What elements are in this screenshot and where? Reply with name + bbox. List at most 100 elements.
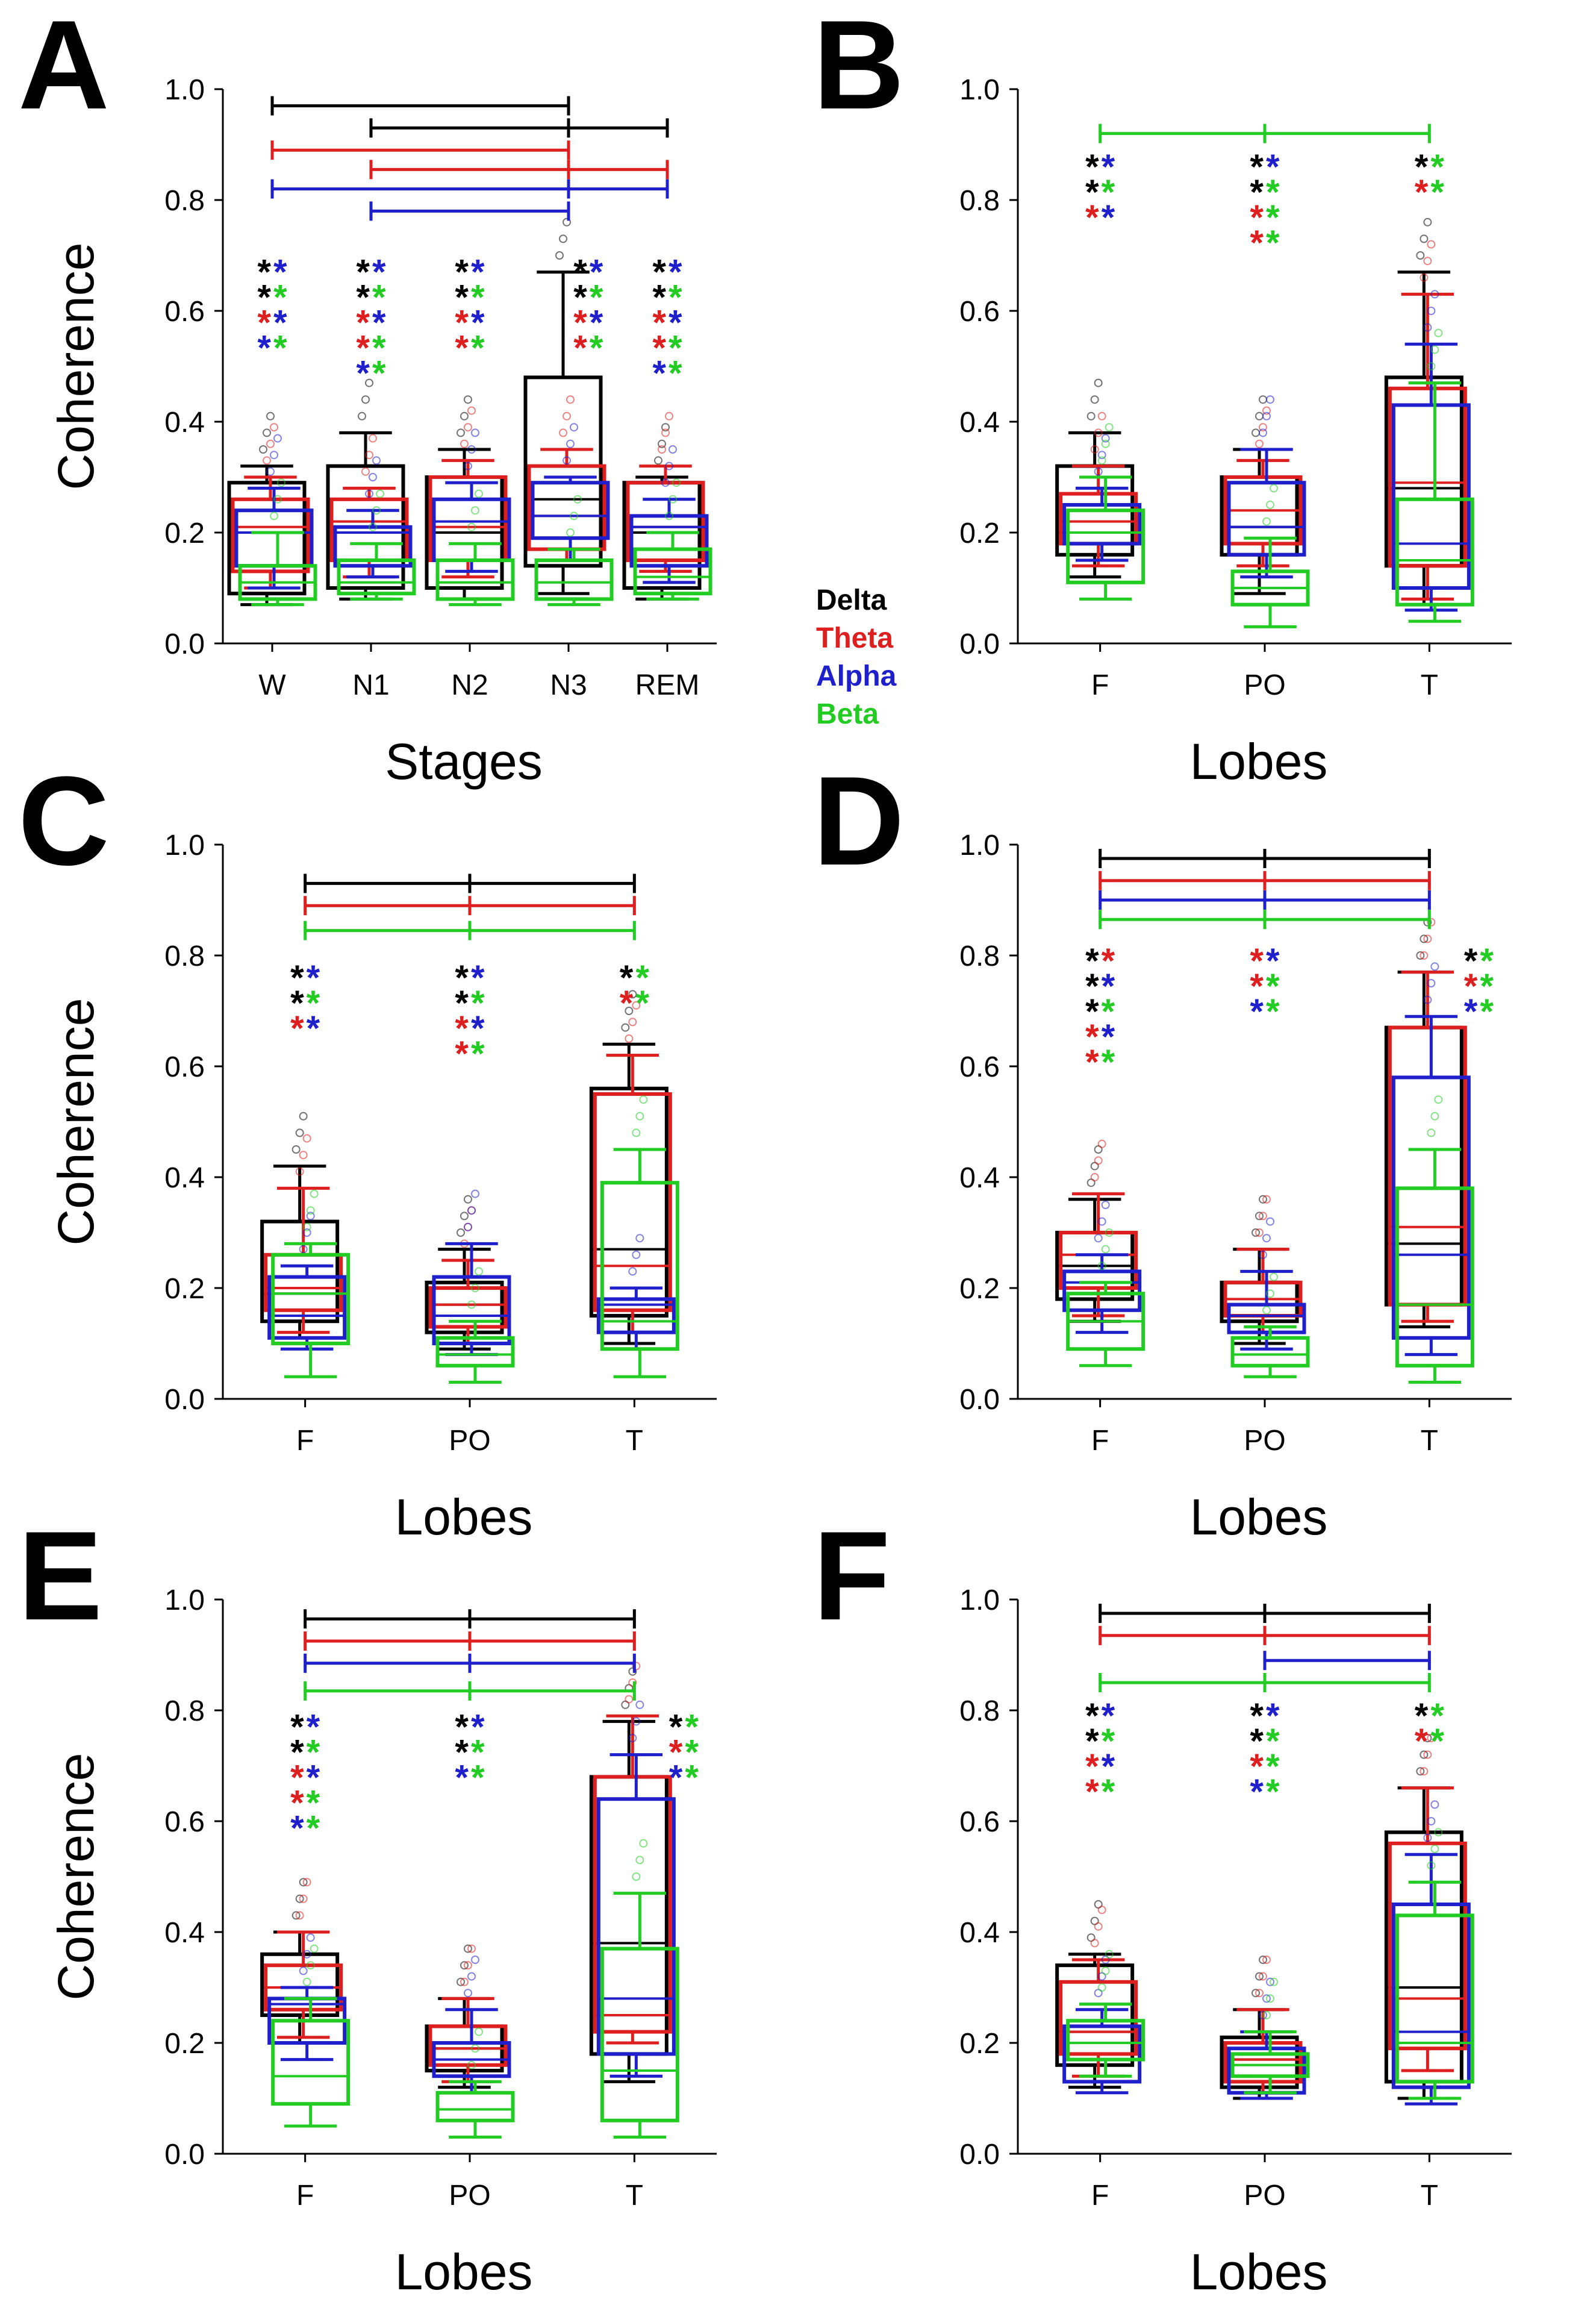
svg-text:*: *: [356, 278, 370, 317]
svg-text:*: *: [455, 1733, 469, 1772]
y-tick-label: 0.4: [164, 1162, 205, 1194]
svg-text:*: *: [652, 304, 666, 343]
svg-text:*: *: [1430, 1722, 1444, 1761]
x-axis-label: Stages: [385, 733, 543, 790]
y-tick-label: 0.2: [164, 2028, 205, 2060]
svg-text:*: *: [1250, 173, 1264, 212]
stars-PO: * ** ** *: [455, 1708, 485, 1798]
svg-text:*: *: [1085, 198, 1099, 237]
box-theta-T: [593, 1001, 672, 1334]
svg-text:*: *: [307, 1784, 320, 1823]
stars-F: * ** ** ** ** *: [290, 1708, 320, 1848]
svg-text:*: *: [1415, 1722, 1429, 1761]
box-theta-PO: [1223, 406, 1303, 568]
box-beta-T: [600, 1095, 679, 1378]
x-axis-label: Lobes: [1190, 733, 1328, 790]
box-alpha-T: [1391, 1800, 1471, 2106]
x-tick-label: T: [626, 2180, 643, 2212]
box-alpha-REM: [629, 445, 709, 584]
box-alpha-T: [596, 1234, 676, 1351]
svg-text:*: *: [669, 354, 682, 393]
svg-text:*: *: [635, 958, 649, 998]
svg-text:*: *: [257, 278, 271, 317]
stars-T: * ** ** *: [669, 1708, 699, 1798]
svg-text:*: *: [652, 253, 666, 292]
svg-text:*: *: [1464, 992, 1478, 1031]
y-tick-label: 0.4: [164, 1917, 205, 1949]
x-tick-label: N3: [550, 669, 587, 701]
bracket-theta: [369, 160, 669, 180]
stars-F: * ** ** ** ** *: [1085, 942, 1115, 1082]
box-alpha-T: [1391, 962, 1471, 1356]
y-tick-label: 0.6: [164, 1806, 205, 1838]
box-beta-T: [1395, 328, 1474, 623]
x-tick-label: N2: [451, 669, 488, 701]
x-tick-label: F: [1091, 1425, 1109, 1457]
y-tick-label: 0.8: [959, 185, 1000, 217]
svg-text:*: *: [1430, 173, 1444, 212]
box-alpha-F: [1062, 1956, 1142, 2095]
x-axis-label: Lobes: [395, 2244, 533, 2300]
svg-text:*: *: [1085, 1772, 1099, 1812]
box-beta-PO: [1230, 1272, 1310, 1378]
x-tick-label: T: [626, 1425, 643, 1457]
bracket-theta: [304, 896, 636, 916]
y-tick-label: 0.8: [164, 1695, 205, 1727]
svg-text:*: *: [455, 304, 469, 343]
svg-text:*: *: [1480, 992, 1494, 1031]
svg-text:*: *: [1085, 992, 1099, 1031]
y-axis-label: Coherence: [48, 243, 104, 490]
y-tick-label: 0.8: [164, 940, 205, 972]
box-theta-F: [1059, 1906, 1138, 2078]
svg-text:*: *: [1266, 1696, 1280, 1736]
y-tick-label: 0.6: [959, 1806, 1000, 1838]
box-beta-N1: [337, 489, 416, 601]
y-tick-label: 0.2: [959, 1273, 1000, 1305]
bracket-theta: [1099, 1625, 1431, 1645]
svg-text:*: *: [273, 329, 287, 368]
svg-text:*: *: [669, 1708, 683, 1747]
svg-text:*: *: [1266, 148, 1280, 187]
y-tick-label: 1.0: [959, 74, 1000, 106]
svg-text:*: *: [1102, 1018, 1115, 1057]
svg-text:*: *: [1430, 1696, 1444, 1736]
y-axis-label: Coherence: [48, 1753, 104, 2001]
x-tick-label: PO: [1244, 1425, 1285, 1457]
svg-text:*: *: [471, 253, 485, 292]
box-beta-F: [271, 1189, 351, 1378]
bracket-delta: [304, 874, 636, 893]
x-tick-label: F: [1091, 669, 1109, 701]
svg-text:*: *: [257, 253, 271, 292]
box-beta-PO: [435, 1267, 515, 1384]
svg-text:*: *: [1102, 198, 1115, 237]
svg-text:*: *: [620, 984, 634, 1023]
svg-text:*: *: [1085, 173, 1099, 212]
panel-letter: E: [18, 1505, 102, 1646]
stars-T: * ** ** *: [1464, 942, 1494, 1031]
svg-text:*: *: [1085, 942, 1099, 981]
svg-text:*: *: [1464, 967, 1478, 1006]
svg-text:*: *: [1085, 1018, 1099, 1057]
bracket-alpha: [270, 179, 669, 199]
svg-text:*: *: [1250, 1696, 1264, 1736]
svg-text:*: *: [1250, 1772, 1264, 1812]
legend-beta: Beta: [816, 698, 879, 730]
svg-text:*: *: [1102, 967, 1115, 1006]
stars-PO: * ** ** *: [1250, 942, 1280, 1031]
box-alpha-PO: [1227, 1217, 1306, 1351]
svg-text:*: *: [669, 329, 682, 368]
svg-text:*: *: [455, 1034, 469, 1074]
svg-text:*: *: [471, 1759, 485, 1798]
svg-text:*: *: [455, 958, 469, 998]
legend-alpha: Alpha: [816, 660, 897, 692]
x-tick-label: F: [1091, 2180, 1109, 2212]
box-theta-T: [1388, 240, 1467, 601]
svg-text:*: *: [356, 253, 370, 292]
x-axis-label: Lobes: [1190, 2244, 1328, 2300]
y-axis-label: Coherence: [48, 998, 104, 1246]
y-tick-label: 0.4: [959, 1917, 1000, 1949]
svg-text:*: *: [669, 253, 682, 292]
svg-text:*: *: [1085, 1722, 1099, 1761]
